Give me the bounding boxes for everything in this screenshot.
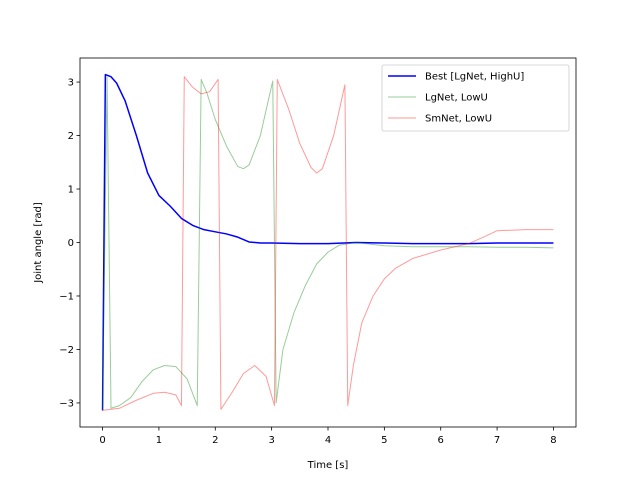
x-tick-label: 4 bbox=[325, 435, 331, 446]
y-axis-label: Joint angle [rad] bbox=[33, 202, 44, 284]
y-tick-label: 1 bbox=[68, 185, 74, 196]
series-line-0 bbox=[101, 73, 554, 411]
x-tick-label: 2 bbox=[212, 435, 218, 446]
y-tick-label: −1 bbox=[59, 291, 74, 302]
x-tick-label: 1 bbox=[156, 435, 162, 446]
ticks-layer: 0 1 2 3 4 5 6 7 8 −3 −2 −1 0 1 2 3 bbox=[59, 78, 556, 446]
y-tick-label: 3 bbox=[68, 78, 74, 89]
series-line-1 bbox=[102, 76, 554, 411]
legend-label-0: Best [LgNet, HighU] bbox=[425, 72, 524, 83]
x-tick-label: 6 bbox=[438, 435, 444, 446]
y-tick-label: −2 bbox=[59, 345, 74, 356]
series-line-2 bbox=[102, 76, 554, 411]
legend: Best [LgNet, HighU] LgNet, LowU SmNet, Low… bbox=[381, 64, 570, 132]
x-tick-label: 0 bbox=[99, 435, 105, 446]
x-tick-label: 7 bbox=[494, 435, 500, 446]
y-tick-label: 2 bbox=[68, 131, 74, 142]
x-tick-label: 8 bbox=[550, 435, 556, 446]
x-tick-label: 5 bbox=[381, 435, 387, 446]
x-axis-label: Time [s] bbox=[307, 460, 349, 471]
y-tick-label: −3 bbox=[59, 398, 74, 409]
x-tick-label: 3 bbox=[268, 435, 274, 446]
legend-box bbox=[381, 64, 570, 132]
legend-label-1: LgNet, LowU bbox=[425, 93, 488, 104]
series-layer bbox=[101, 73, 554, 411]
legend-label-2: SmNet, LowU bbox=[425, 114, 492, 125]
y-tick-label: 0 bbox=[68, 238, 74, 249]
